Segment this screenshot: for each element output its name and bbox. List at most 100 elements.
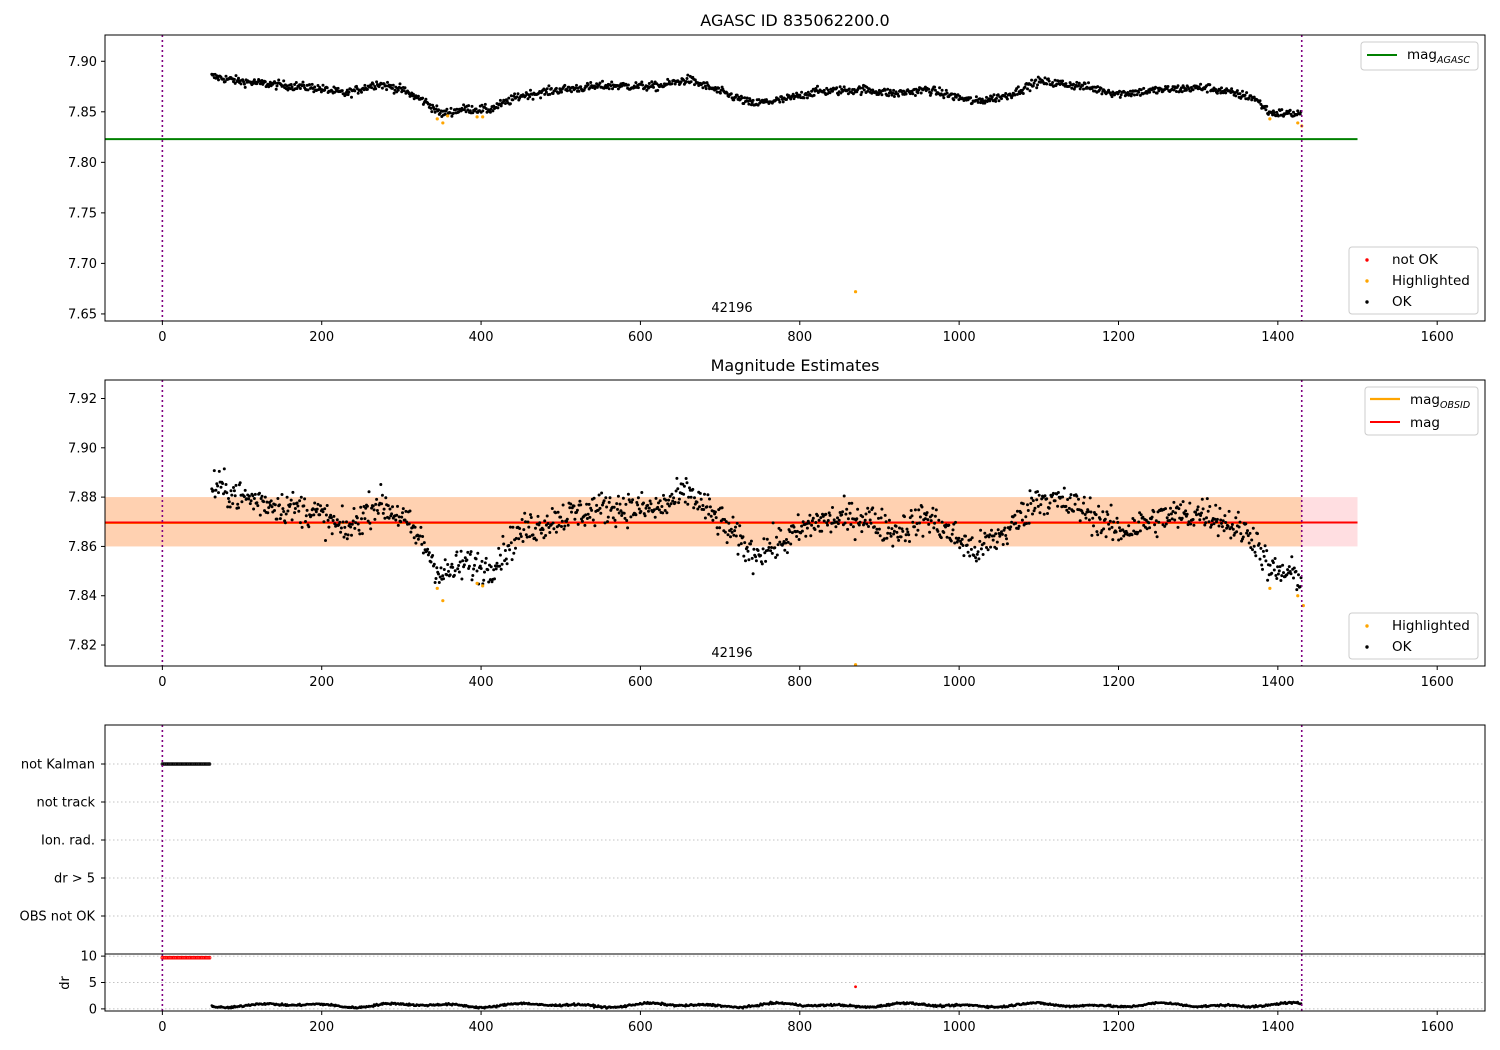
ok-point	[954, 536, 958, 540]
ok-point	[546, 522, 550, 525]
ok-point	[471, 574, 475, 577]
panel-magnitude-estimates: Magnitude Estimates 0 200 400 600 800 1000 120…	[68, 356, 1486, 690]
ok-point	[1119, 537, 1123, 541]
legend-mag-agasc: magAGASC	[1360, 41, 1479, 71]
ok-point	[636, 86, 640, 90]
ok-point	[715, 526, 719, 530]
ok-point	[695, 500, 699, 504]
ok-point	[1171, 510, 1175, 513]
ok-point	[588, 86, 592, 90]
ok-point	[252, 78, 256, 82]
ok-point	[1017, 524, 1021, 528]
ok-point	[457, 570, 461, 574]
ok-point	[949, 539, 953, 543]
ok-point	[1064, 504, 1068, 508]
ok-point	[445, 573, 449, 577]
ok-point	[648, 499, 652, 503]
highlighted-point	[446, 114, 450, 118]
ok-point	[1015, 509, 1019, 513]
ok-point	[554, 511, 558, 515]
ok-point	[806, 90, 810, 94]
ok-point	[693, 496, 696, 500]
ok-point	[565, 517, 569, 521]
ok-point	[311, 507, 315, 511]
ok-point	[1030, 78, 1034, 82]
legend-label-not-ok: not OK	[1392, 252, 1439, 268]
ok-point	[1131, 517, 1135, 520]
x-tick-label: 1400	[1261, 1020, 1294, 1035]
ok-point	[385, 88, 389, 92]
ok-point	[579, 503, 583, 507]
ok-point	[940, 520, 944, 524]
ok-point	[340, 504, 344, 508]
x-tick-label: 1200	[1102, 1020, 1135, 1035]
ok-point	[1179, 503, 1183, 507]
ok-point	[603, 521, 607, 525]
ok-point	[869, 521, 873, 525]
ok-point	[544, 534, 548, 537]
ok-point	[960, 537, 964, 541]
ok-point	[524, 533, 528, 537]
ok-point	[1265, 549, 1269, 553]
ok-point	[323, 507, 327, 511]
ok-point	[1281, 563, 1285, 567]
ok-point	[899, 535, 903, 539]
ok-point	[419, 525, 423, 529]
highlighted-point	[853, 290, 858, 294]
ok-point	[1096, 533, 1100, 537]
ok-point	[996, 93, 1000, 97]
ok-point	[224, 74, 228, 78]
ok-point	[399, 86, 403, 90]
ok-point	[887, 518, 891, 522]
ok-point	[1025, 522, 1029, 525]
highlighted-point	[441, 599, 445, 603]
ok-point	[1028, 489, 1032, 493]
ok-point	[860, 530, 864, 534]
ok-point	[882, 537, 886, 541]
ok-point	[1218, 88, 1222, 92]
ok-point	[1274, 574, 1278, 577]
ok-point	[463, 556, 467, 560]
ok-point	[673, 500, 677, 504]
ok-point	[890, 527, 894, 531]
ok-point	[547, 526, 551, 529]
ok-point	[849, 523, 853, 526]
ok-point	[857, 523, 861, 527]
ok-point	[234, 74, 238, 78]
ok-point	[483, 102, 487, 106]
ok-point	[804, 534, 808, 538]
ok-point	[1192, 523, 1196, 527]
ok-point	[1168, 519, 1172, 522]
ok-point	[217, 491, 220, 495]
ok-point	[908, 540, 911, 543]
ok-point	[1051, 81, 1055, 84]
ok-point	[702, 508, 706, 511]
ok-point	[815, 89, 819, 92]
ok-point	[866, 89, 870, 93]
ok-point	[467, 564, 471, 568]
ok-point	[547, 84, 551, 88]
ok-point	[573, 517, 577, 521]
ok-point	[822, 88, 826, 92]
ok-point	[1008, 527, 1012, 531]
ok-point	[995, 547, 998, 551]
ok-point	[450, 114, 454, 118]
ok-point	[656, 505, 660, 509]
ok-point	[450, 562, 454, 566]
ok-point	[810, 523, 814, 527]
ok-point	[294, 81, 298, 84]
x-tick-label: 1600	[1421, 330, 1454, 345]
ok-point	[609, 84, 613, 88]
ok-point	[1135, 93, 1139, 97]
ok-point	[834, 525, 838, 529]
ok-point	[805, 93, 809, 97]
ok-point	[1238, 92, 1242, 96]
ok-point	[458, 560, 462, 564]
ok-point	[224, 483, 228, 486]
ok-point	[1244, 522, 1248, 526]
ok-point	[647, 506, 651, 510]
ok-point	[1065, 508, 1069, 512]
ok-point	[476, 551, 480, 555]
ok-point	[557, 91, 561, 95]
ok-point	[1048, 501, 1052, 505]
